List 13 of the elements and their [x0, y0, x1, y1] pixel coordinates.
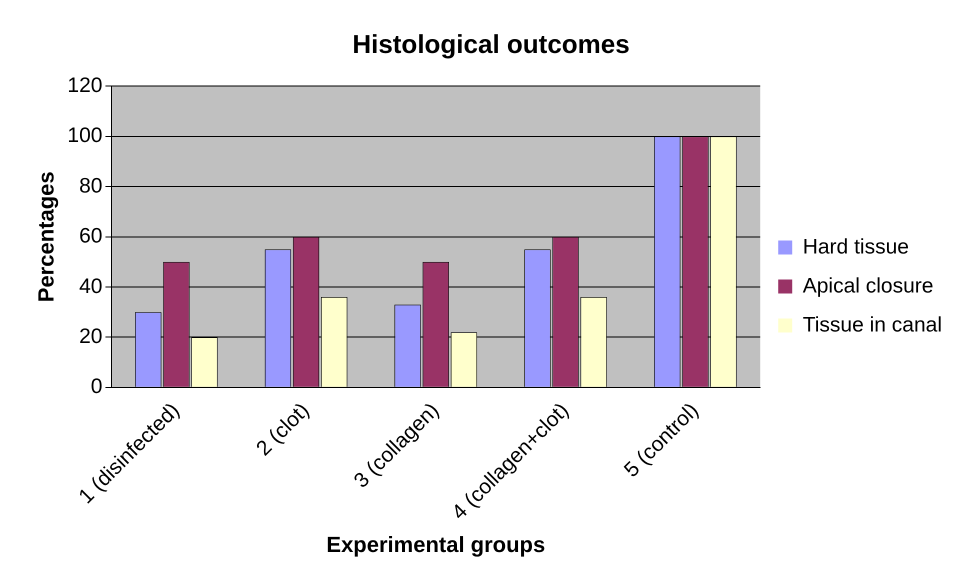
- y-tick-label: 100: [67, 124, 102, 148]
- y-tick-label: 120: [67, 74, 102, 97]
- x-axis-title: Experimental groups: [326, 532, 546, 557]
- y-tick-label: 60: [79, 224, 102, 248]
- y-tick-label: 80: [79, 174, 102, 198]
- y-tick-label: 40: [79, 274, 102, 298]
- chart-title: Histological outcomes: [352, 28, 630, 59]
- y-tick-label: 0: [90, 375, 102, 398]
- y-axis-title: Percentages: [33, 171, 58, 302]
- legend-label: Tissue in canal: [802, 313, 942, 336]
- legend-label: Hard tissue: [802, 235, 909, 258]
- y-tick-label: 20: [79, 325, 102, 348]
- legend-label: Apical closure: [802, 274, 934, 298]
